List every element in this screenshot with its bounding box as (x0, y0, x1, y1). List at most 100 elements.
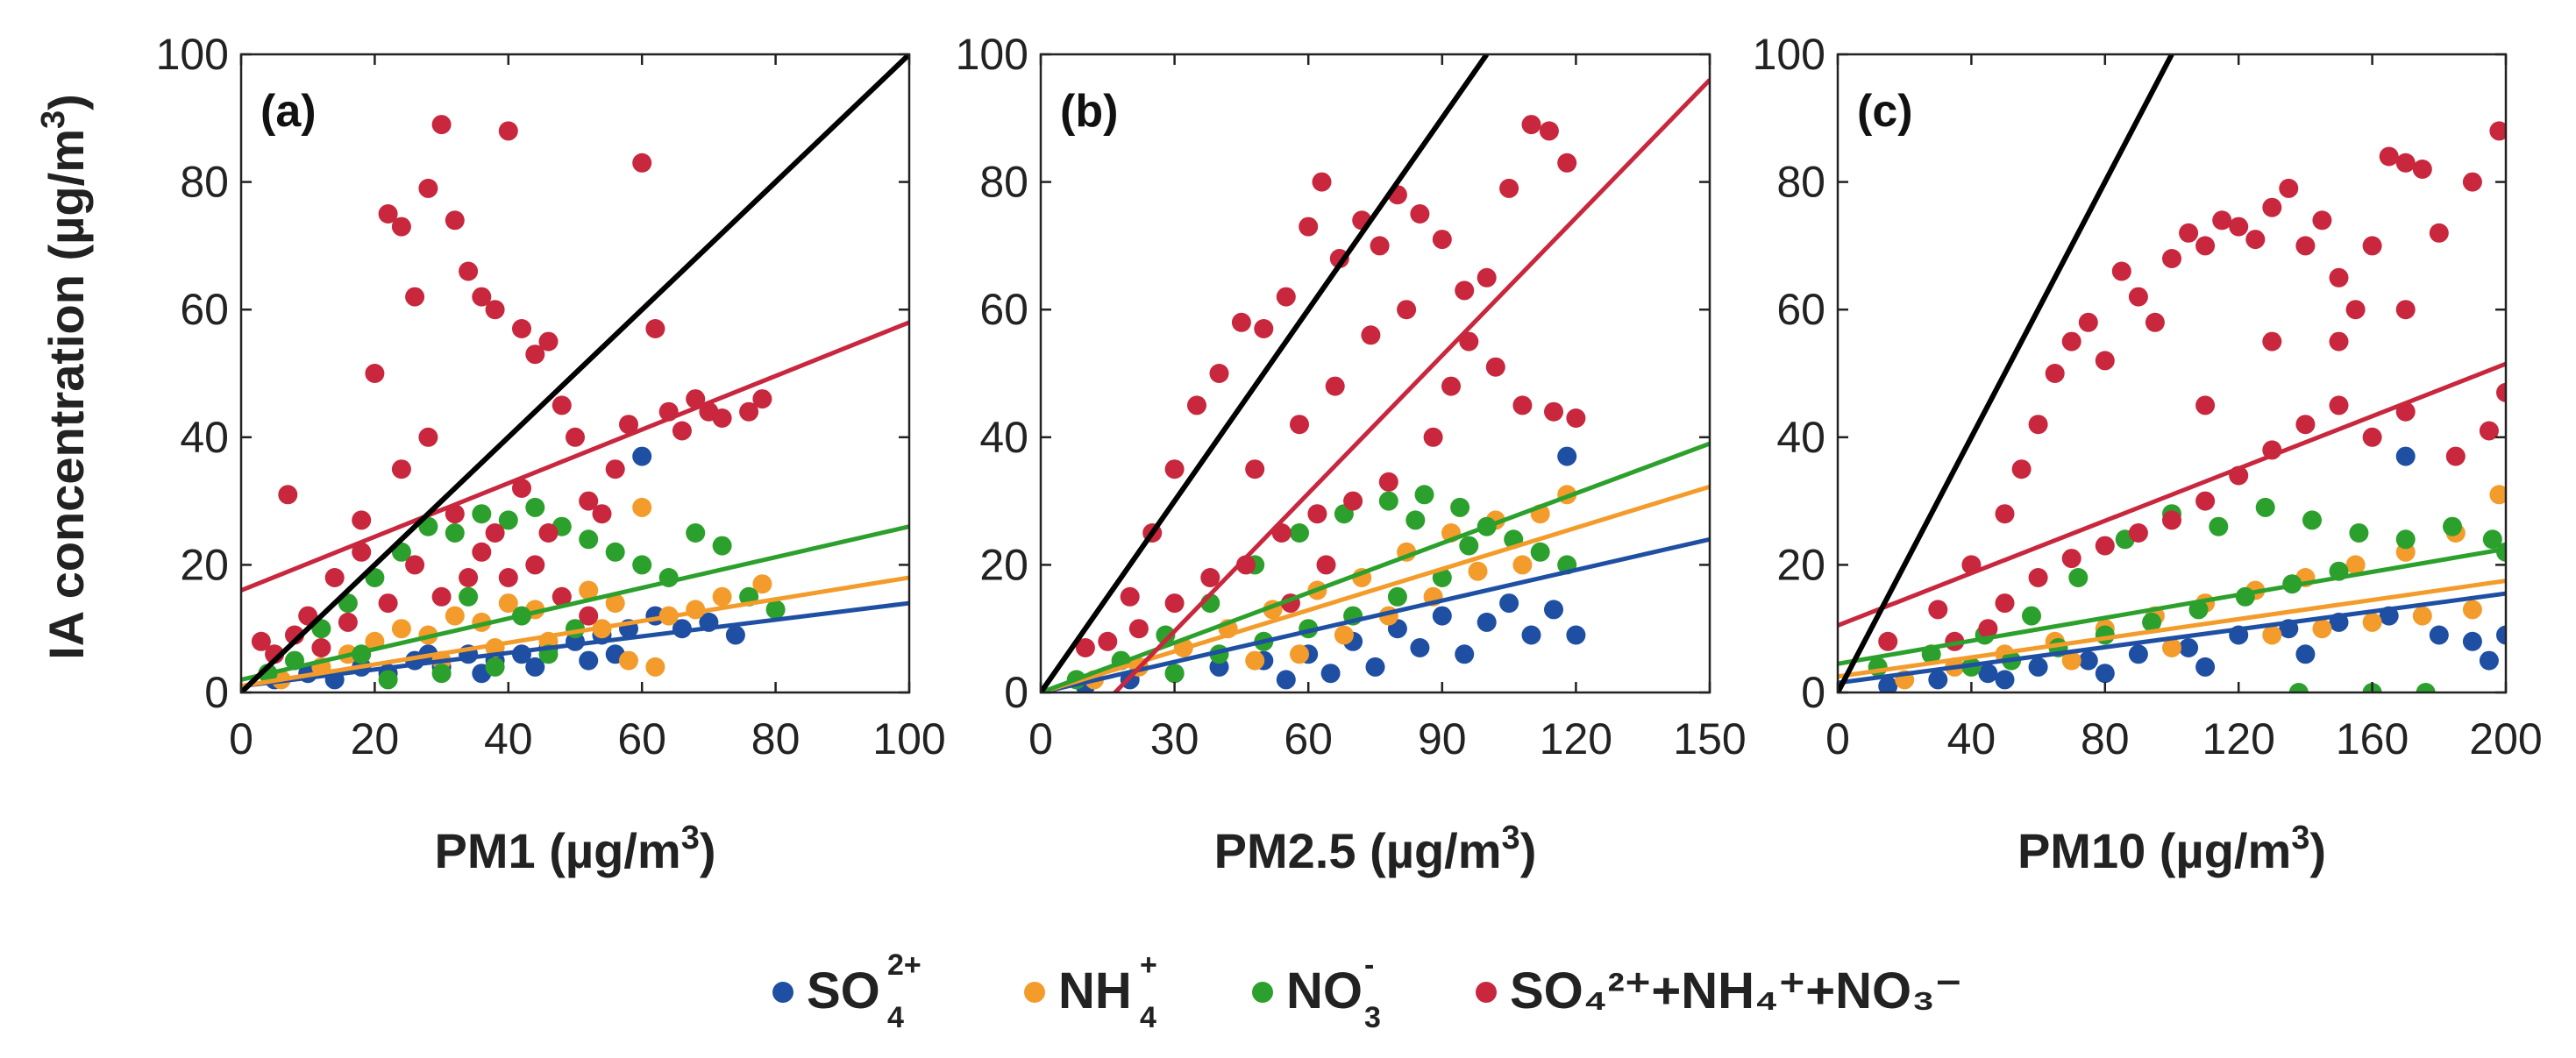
fit-line-nh4 (1838, 579, 2506, 679)
point-no3 (498, 510, 518, 530)
point-sum (1128, 619, 1149, 639)
point-sum (2412, 160, 2432, 179)
point-so4 (1432, 606, 1452, 626)
point-sum (2078, 312, 2098, 332)
point-sum (2445, 446, 2466, 466)
legend-marker-no3 (1252, 982, 1273, 1003)
one-to-one-line (241, 54, 909, 692)
point-nh4 (2312, 619, 2332, 639)
y-axis-title: IA concentration (µg/m3) (35, 94, 94, 660)
point-no3 (2068, 568, 2089, 587)
point-sum (1978, 619, 1998, 639)
point-sum (1120, 586, 1140, 607)
x-tick-label: 0 (1825, 714, 1850, 763)
point-sum (2295, 236, 2316, 256)
legend-label-no3-sup: - (1364, 948, 1374, 982)
x-tick-label: 100 (872, 714, 945, 763)
fit-line-no3 (241, 524, 909, 682)
point-sum (2362, 427, 2382, 447)
point-sum (2329, 267, 2349, 288)
point-sum (459, 261, 479, 281)
one-to-one-line (1838, 54, 2174, 692)
point-no3 (2142, 612, 2162, 632)
point-sum (1995, 504, 2015, 524)
point-sum (405, 555, 425, 575)
point-sum (1557, 153, 1577, 173)
point-sum (472, 542, 492, 562)
point-sum (2489, 121, 2506, 141)
point-sum (525, 344, 545, 365)
point-sum (2028, 415, 2048, 435)
point-no3 (2209, 516, 2229, 536)
axes-frame (239, 53, 911, 694)
x-tick-label: 40 (1947, 714, 1996, 763)
point-sum (1075, 638, 1095, 657)
point-sum (551, 395, 572, 415)
point-sum (1316, 555, 1336, 575)
point-so4 (1455, 644, 1475, 664)
point-so4 (2496, 625, 2506, 645)
point-sum (2162, 249, 2181, 268)
point-no3 (445, 523, 465, 543)
point-sum (2061, 331, 2081, 351)
point-nh4 (2061, 650, 2081, 671)
point-sum (1370, 236, 1390, 256)
point-sum (1544, 401, 1563, 422)
legend-label-so4-sub: 4 (887, 1001, 904, 1034)
point-no3 (459, 586, 479, 607)
point-so4 (725, 625, 745, 645)
y-tick-label: 80 (180, 158, 229, 207)
point-sum (431, 115, 452, 135)
point-no3 (485, 657, 505, 677)
point-sum (459, 568, 479, 587)
point-so4 (1566, 625, 1586, 645)
point-no3 (579, 529, 599, 550)
point-no3 (525, 497, 545, 517)
point-so4 (1276, 670, 1296, 690)
point-sum (1231, 312, 1251, 332)
legend-marker-nh4 (1024, 982, 1045, 1003)
point-sum (2145, 312, 2165, 332)
y-tick-label: 0 (204, 668, 229, 717)
point-sum (2395, 300, 2416, 320)
point-no3 (2482, 529, 2502, 550)
point-so4 (2295, 644, 2316, 664)
point-sum (2212, 210, 2232, 231)
point-no3 (1450, 497, 1470, 517)
point-sum (2362, 236, 2382, 256)
point-so4 (2395, 446, 2416, 466)
point-sum (566, 427, 585, 447)
point-sum (2295, 415, 2316, 435)
point-sum (1378, 472, 1398, 492)
legend: SO 2+ 4 NH + 4 NO - 3 SO₄²⁺+NH₄⁺+NO₃⁻ (772, 948, 1962, 1034)
plot-area (1838, 54, 2506, 692)
point-sum (2195, 491, 2216, 511)
point-sum (1245, 459, 1265, 479)
y-tick-label: 80 (979, 158, 1028, 207)
point-sum (1164, 593, 1185, 614)
point-sum (1459, 331, 1479, 351)
x-tick-label: 60 (617, 714, 666, 763)
point-sum (352, 542, 372, 562)
fit-line-sum (1838, 361, 2506, 628)
point-nh4 (645, 657, 665, 677)
point-sum (1566, 408, 1586, 428)
plot-area (241, 54, 909, 692)
y-tick-label: 100 (1753, 30, 1825, 79)
point-no3 (2416, 683, 2436, 692)
point-sum (445, 210, 465, 231)
point-sum (498, 121, 518, 141)
point-no3 (2022, 606, 2041, 626)
point-so4 (1557, 446, 1577, 466)
plot-area (1041, 54, 1710, 692)
point-so4 (1995, 670, 2015, 690)
point-so4 (525, 657, 545, 677)
point-sum (352, 510, 372, 530)
point-so4 (2028, 657, 2048, 677)
point-sum (1878, 631, 1898, 651)
point-no3 (2302, 510, 2322, 530)
legend-label-no3: NO (1286, 962, 1363, 1019)
legend-label-nh4-sub: 4 (1140, 1001, 1156, 1034)
point-sum (418, 427, 438, 447)
point-nh4 (498, 593, 518, 614)
